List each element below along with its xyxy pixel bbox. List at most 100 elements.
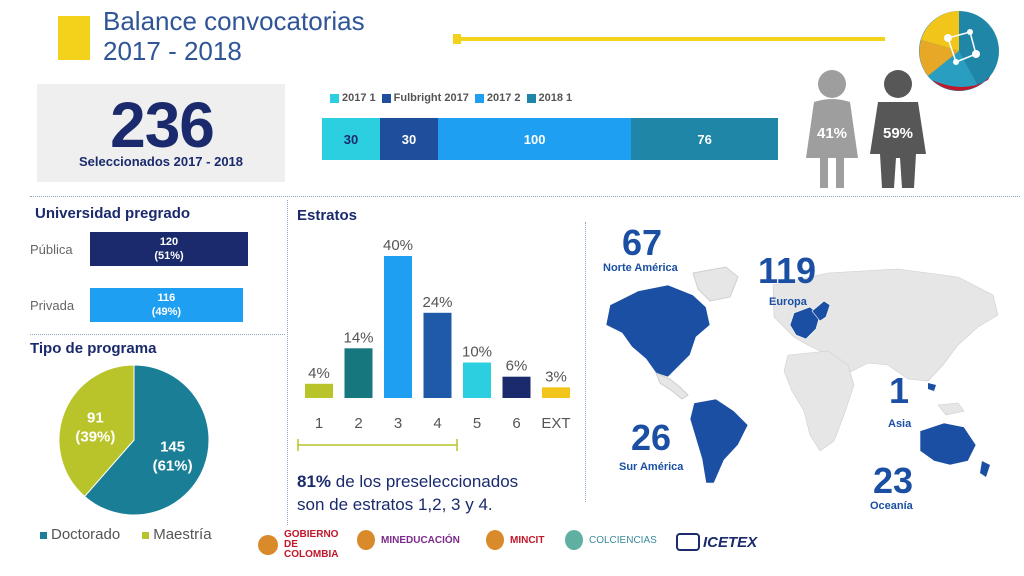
stacked-bar-segment: 30 (380, 118, 438, 160)
total-selected-number: 236 (110, 89, 215, 161)
region-number-oceania: 23 (873, 460, 914, 501)
universidad-bar-percent: (49%) (151, 306, 182, 318)
logo-colciencias: COLCIENCIAS (565, 530, 657, 550)
male-figure-icon (870, 70, 926, 188)
pie-slice (83, 364, 210, 516)
australia-shape (919, 422, 977, 466)
pie-legend-label: Maestría (153, 526, 212, 543)
estratos-bar-label: 40% (383, 237, 413, 254)
universidad-title: Universidad pregrado (35, 205, 191, 222)
estratos-bar-label: 4% (308, 365, 330, 382)
estratos-tick-label: 2 (354, 415, 362, 432)
legend-item-2: 2017 2 (474, 92, 521, 104)
total-selected-label: Seleccionados 2017 - 2018 (78, 154, 244, 169)
section-divider (30, 334, 285, 335)
program-logo-icon (918, 10, 1000, 92)
section-divider (30, 196, 1020, 197)
universidad-bar-percent: (51%) (154, 250, 184, 262)
region-label-north-america: Norte América (603, 262, 678, 274)
title-rule (455, 37, 885, 41)
estratos-tick-label: EXT (541, 415, 570, 432)
colombia-shield-icon (565, 530, 583, 550)
logo-mincit-text: MINCIT (510, 534, 545, 546)
page-title: Balance convocatorias 2017 - 2018 (103, 6, 365, 66)
pie-slice-value: 91 (87, 409, 104, 426)
region-number-europe: 119 (758, 250, 817, 291)
region-label-europe: Europa (769, 296, 807, 308)
logo-icetex: ICETEX (676, 533, 757, 551)
estratos-bar-label: 3% (545, 368, 567, 385)
estratos-title: Estratos (297, 207, 358, 224)
region-number-north-america: 67 (622, 222, 663, 263)
scandinavia-shape (811, 300, 831, 322)
world-map (605, 266, 999, 484)
region-label-south-america: Sur América (619, 461, 684, 473)
greenland-shape (692, 266, 739, 302)
logo-gobierno-text: GOBIERNO DE COLOMBIA (284, 529, 339, 560)
legend-swatch (330, 93, 339, 103)
title-line-1: Balance convocatorias (103, 6, 365, 36)
asia-highlight-shape (928, 383, 936, 391)
title-line-2: 2017 - 2018 (103, 36, 242, 66)
logo-gobierno: GOBIERNO DE COLOMBIA (258, 530, 354, 560)
universidad-bar: 120 (51%) (90, 232, 248, 266)
logo-mineducacion-text: MINEDUCACIÓN (381, 534, 460, 546)
estratos-note: 81% de los preseleccionados son de estra… (297, 470, 577, 516)
stacked-bar-segment: 30 (322, 118, 380, 160)
total-selected-box: 236 Seleccionados 2017 - 2018 (37, 84, 285, 182)
female-percent: 41% (816, 125, 848, 142)
pie-slice-value: 145 (160, 439, 185, 456)
pie-slice-percent: (61%) (153, 458, 193, 475)
universidad-category-label: Pública (30, 242, 73, 257)
pie-legend-item: Doctorado (40, 526, 120, 543)
pie-legend-item: Maestría (142, 526, 212, 543)
universidad-bar: 116 (49%) (90, 288, 243, 322)
estratos-bar (463, 362, 491, 398)
estratos-bar (344, 348, 373, 398)
central-america-shape (655, 372, 689, 400)
estratos-chart: 4% 1 14% 2 40% 3 24% 4 10% 5 6% 6 3% EXT (305, 237, 571, 432)
tipo-programa-title: Tipo de programa (30, 340, 157, 357)
tipo-programa-pie: 145 (61%) 91 (39%) (58, 364, 210, 516)
estratos-tick-label: 4 (433, 415, 441, 432)
title-accent-square (58, 16, 90, 60)
logo-mincit: MINCIT (486, 530, 544, 550)
legend-swatch (381, 93, 391, 103)
stacked-bar-chart: 30 30 100 76 (322, 118, 778, 160)
universidad-bar-value: 116 (157, 292, 176, 304)
estratos-bar-label: 6% (506, 358, 528, 375)
logo-icetex-text: ICETEX (703, 533, 758, 551)
legend-swatch (526, 93, 536, 103)
male-percent: 59% (882, 125, 914, 142)
africa-shape (783, 350, 855, 452)
stacked-bar-segment: 76 (631, 118, 778, 160)
female-figure-icon (806, 70, 858, 188)
region-number-asia: 1 (889, 370, 910, 411)
estratos-tick-label: 1 (315, 415, 323, 432)
pie-slice-percent: (39%) (75, 428, 115, 445)
universidad-chart: Pública 120 (51%) Privada 116 (49%) (30, 228, 285, 328)
legend-label: 2017 1 (342, 92, 376, 104)
estratos-tick-label: 5 (473, 415, 481, 432)
region-label-asia: Asia (888, 418, 912, 430)
estratos-bar (384, 256, 412, 398)
estratos-bracket (297, 439, 458, 451)
colombia-shield-icon (258, 535, 278, 555)
south-america-shape (689, 398, 749, 484)
estratos-bar-label: 14% (343, 329, 373, 346)
estratos-bar-label: 24% (422, 294, 452, 311)
estratos-note-line2: son de estratos 1,2, 3 y 4. (297, 495, 493, 514)
logo-mineducacion: MINEDUCACIÓN (357, 530, 460, 550)
europe-shape (789, 306, 821, 340)
estratos-bar (305, 383, 333, 398)
legend-label: 2017 2 (486, 92, 521, 104)
estratos-tick-label: 6 (512, 415, 520, 432)
indonesia-shape (937, 402, 965, 416)
pie-legend-label: Doctorado (51, 526, 121, 543)
estratos-bar (423, 312, 452, 398)
north-america-shape (605, 284, 711, 378)
estratos-note-text: de los preseleccionados (331, 472, 519, 491)
pie-legend-swatch (40, 531, 47, 539)
legend-item-0: 2017 1 (330, 92, 376, 104)
region-number-south-america: 26 (631, 417, 672, 458)
